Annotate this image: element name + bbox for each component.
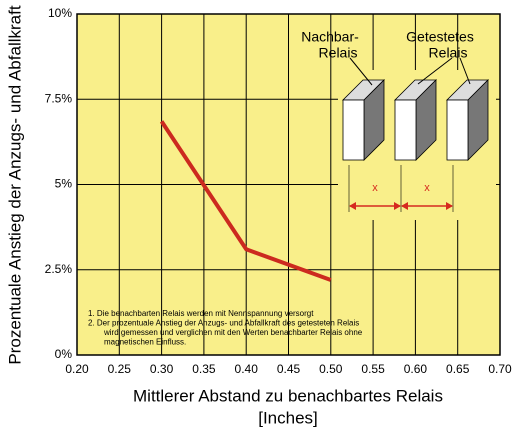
x-tick-label: 0.35 <box>192 362 216 376</box>
x-tick-label: 0.20 <box>65 362 89 376</box>
x-tick-label: 0.50 <box>319 362 343 376</box>
y-tick-label: 0% <box>55 347 73 361</box>
x-tick-label: 0.30 <box>150 362 174 376</box>
y-axis-title: Prozentuale Anstieg der Anzugs- und Abfa… <box>5 5 24 364</box>
note: 1. Die benachbarten Relais werden mit Ne… <box>88 309 314 318</box>
note: 2. Der prozentuale Anstieg der Anzugs- u… <box>88 319 359 328</box>
spacing-label: x <box>372 182 378 194</box>
x-axis-title: [Inches] <box>258 408 318 427</box>
relay-front <box>395 100 416 160</box>
relay-label: Getestetes <box>406 29 474 45</box>
x-axis-title: Mittlerer Abstand zu benachbartes Relais <box>133 386 443 405</box>
relay-front <box>447 100 468 160</box>
x-tick-label: 0.40 <box>235 362 259 376</box>
note: wird gemessen und verglichen mit den Wer… <box>103 328 363 337</box>
relay-label: Relais <box>319 45 358 61</box>
x-tick-label: 0.70 <box>488 362 512 376</box>
relay-label: Nachbar- <box>301 29 359 45</box>
note: magnetischen Einfluss. <box>104 338 186 347</box>
x-tick-label: 0.60 <box>404 362 428 376</box>
x-tick-label: 0.25 <box>108 362 132 376</box>
relay-front <box>343 100 364 160</box>
y-tick-label: 5% <box>55 177 73 191</box>
x-tick-label: 0.65 <box>446 362 470 376</box>
y-tick-label: 10% <box>48 6 72 20</box>
x-tick-label: 0.45 <box>277 362 301 376</box>
y-tick-label: 2.5% <box>45 262 73 276</box>
chart: xx Prozentuale Anstieg der Anzugs- und A… <box>0 0 517 433</box>
relay-label: Relais <box>429 45 468 61</box>
x-tick-label: 0.55 <box>361 362 385 376</box>
y-tick-label: 7.5% <box>45 91 73 105</box>
spacing-label: x <box>424 182 430 194</box>
